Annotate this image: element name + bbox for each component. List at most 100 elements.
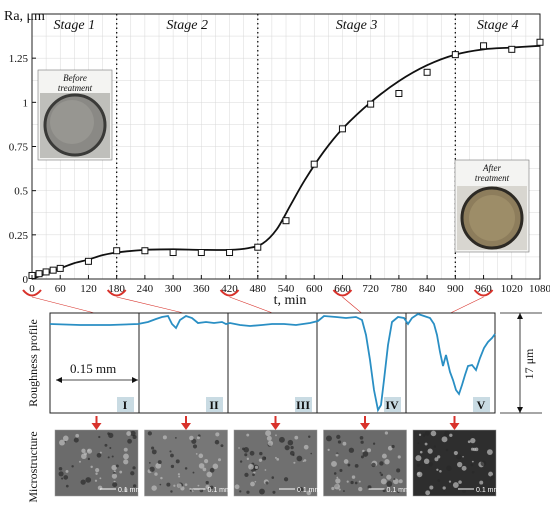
data-point xyxy=(49,266,57,274)
grain-speck xyxy=(439,469,442,473)
grain-speck xyxy=(448,480,452,483)
grain-speck xyxy=(308,435,311,438)
grain-speck xyxy=(132,435,137,440)
grain-speck xyxy=(259,488,265,495)
connector-lines xyxy=(31,296,484,314)
roughness-profile-label: Roughness profile xyxy=(26,319,40,407)
grain-speck xyxy=(425,490,431,496)
grain-speck xyxy=(220,444,224,448)
stage-label: Stage 3 xyxy=(336,18,378,33)
x-tick-label: 960 xyxy=(475,283,492,295)
grain-speck xyxy=(252,473,255,477)
grain-speck xyxy=(195,452,198,455)
grain-speck xyxy=(132,466,136,470)
grain-speck xyxy=(266,435,272,441)
grain-speck xyxy=(278,436,285,443)
grain-speck xyxy=(456,461,463,468)
grain-speck xyxy=(192,444,198,449)
grain-speck xyxy=(437,455,441,459)
grain-speck xyxy=(264,457,266,459)
panel-label: II xyxy=(209,398,219,412)
grain-speck xyxy=(108,432,114,438)
panel-label: V xyxy=(477,398,486,412)
grain-speck xyxy=(462,455,464,458)
grain-speck xyxy=(95,472,98,475)
grain-speck xyxy=(157,460,162,465)
grain-speck xyxy=(470,463,474,467)
microstructure-image-4: 0.1 mm xyxy=(323,429,411,497)
grain-speck xyxy=(149,466,155,472)
grain-speck xyxy=(362,451,369,457)
grain-speck xyxy=(246,457,250,461)
x-tick-label: 720 xyxy=(362,283,379,295)
grain-speck xyxy=(449,433,453,438)
grain-speck xyxy=(359,435,364,440)
grain-speck xyxy=(175,459,180,464)
stage-label: Stage 2 xyxy=(166,18,208,33)
grain-speck xyxy=(397,455,401,459)
grain-speck xyxy=(65,484,69,488)
grain-speck xyxy=(58,466,63,471)
grain-speck xyxy=(445,448,449,452)
x-tick-label: 180 xyxy=(108,283,125,295)
grain-speck xyxy=(258,458,263,462)
grain-speck xyxy=(243,447,249,453)
profile-height-label: 17 μm xyxy=(522,348,536,379)
grain-speck xyxy=(212,463,219,470)
stage-label: Stage 4 xyxy=(477,18,519,33)
grain-speck xyxy=(367,485,372,490)
grain-speck xyxy=(98,435,101,439)
grain-speck xyxy=(350,480,354,485)
grain-speck xyxy=(331,460,337,467)
grain-speck xyxy=(342,490,345,493)
grain-speck xyxy=(480,460,487,467)
highlight-arc xyxy=(22,289,42,297)
grain-speck xyxy=(127,438,132,444)
grain-speck xyxy=(298,486,304,493)
grain-speck xyxy=(151,449,157,455)
grain-speck xyxy=(155,462,162,469)
panel-label-bg xyxy=(384,397,401,412)
grain-speck xyxy=(205,484,210,490)
grain-speck xyxy=(130,430,136,437)
x-tick-label: 780 xyxy=(391,283,408,295)
grain-speck xyxy=(486,449,493,456)
grain-speck xyxy=(85,477,92,483)
grain-speck xyxy=(422,433,426,437)
x-tick-label: 540 xyxy=(278,283,295,295)
grain-speck xyxy=(429,485,434,490)
grain-speck xyxy=(424,442,428,446)
grain-speck xyxy=(303,444,309,450)
grain-speck xyxy=(327,448,330,451)
grain-speck xyxy=(336,476,339,479)
grain-speck xyxy=(154,472,158,476)
grain-speck xyxy=(360,440,364,444)
grain-speck xyxy=(184,467,188,470)
data-point xyxy=(226,249,234,256)
micro-scale-label: 0.1 mm xyxy=(387,487,411,494)
y-axis-label: Ra, μm xyxy=(4,9,45,24)
grain-speck xyxy=(246,433,250,437)
grain-speck xyxy=(272,490,276,494)
grain-speck xyxy=(238,447,240,449)
grain-speck xyxy=(418,433,422,437)
grain-speck xyxy=(337,440,342,444)
grain-speck xyxy=(351,475,356,479)
grain-speck xyxy=(58,471,64,477)
grain-speck xyxy=(271,476,275,479)
x-tick-label: 420 xyxy=(221,283,238,295)
arrow-down-icon xyxy=(270,423,281,430)
grain-speck xyxy=(433,445,436,448)
grain-speck xyxy=(397,490,400,494)
x-tick-label: 600 xyxy=(306,283,323,295)
x-axis-label: t, min xyxy=(274,293,307,308)
grain-speck xyxy=(490,475,495,479)
grain-speck xyxy=(214,439,220,445)
grain-speck xyxy=(249,450,255,456)
grain-speck xyxy=(347,463,351,467)
grain-speck xyxy=(90,465,93,469)
grain-speck xyxy=(380,478,387,485)
grain-speck xyxy=(177,473,181,476)
grain-speck xyxy=(107,456,110,459)
